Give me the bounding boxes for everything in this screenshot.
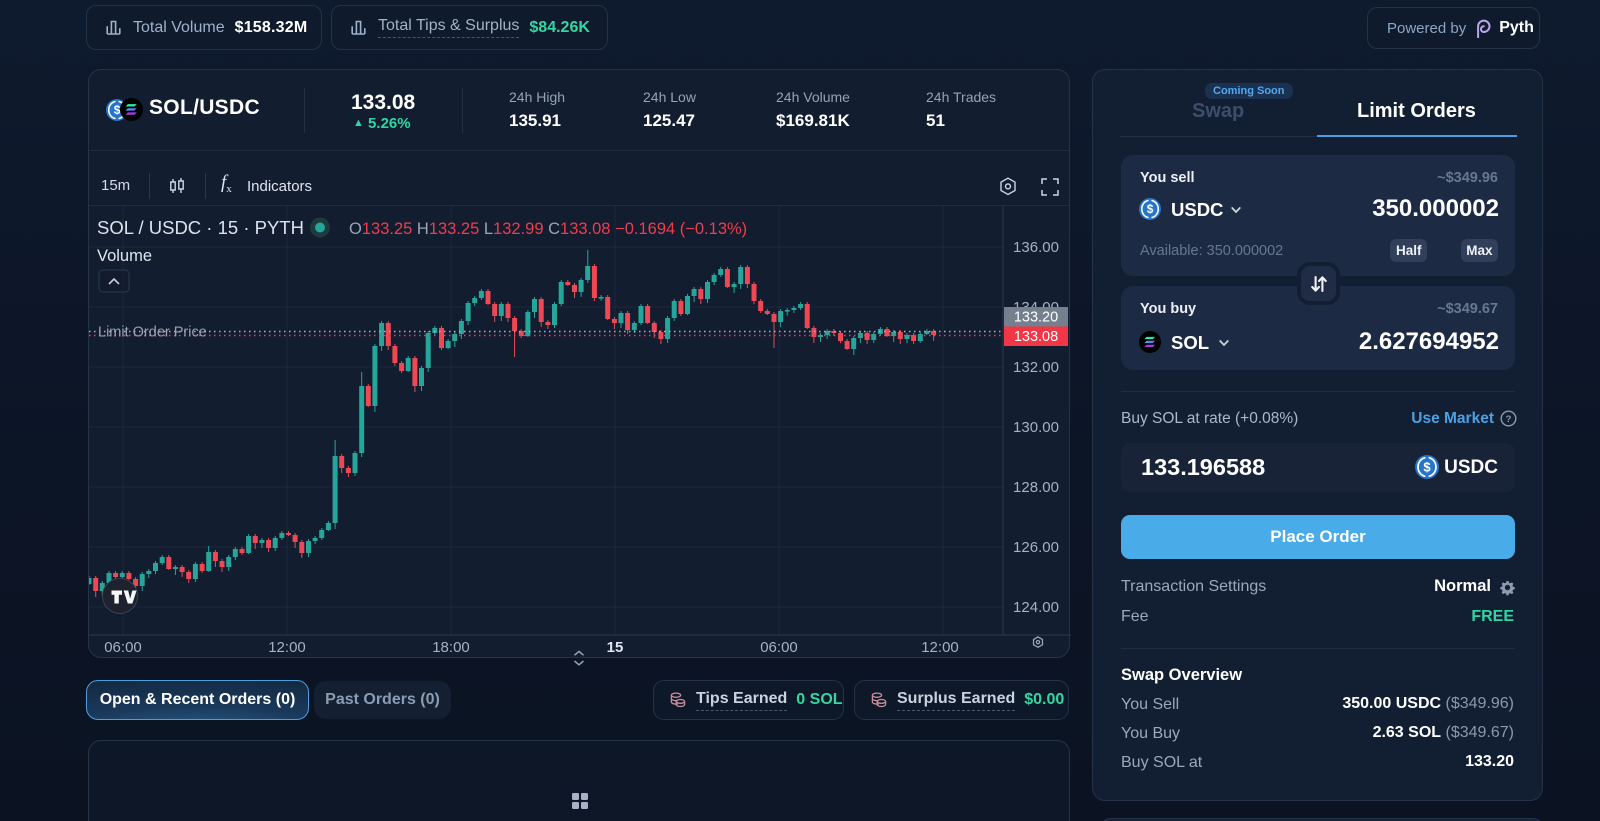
svg-text:Volume: Volume — [97, 247, 152, 265]
svg-text:136.00: 136.00 — [1013, 239, 1059, 256]
svg-text:06:00: 06:00 — [104, 639, 142, 656]
svg-text:Limit Order Price: Limit Order Price — [98, 325, 207, 341]
svg-text:126.00: 126.00 — [1013, 539, 1059, 556]
svg-text:18:00: 18:00 — [432, 639, 470, 656]
svg-text:$: $ — [1423, 460, 1431, 475]
svg-text:SOL / USDC · 15 · PYTH: SOL / USDC · 15 · PYTH — [97, 217, 304, 238]
svg-text:O133.25 H133.25 L132.99 C133.0: O133.25 H133.25 L132.99 C133.08 −0.1694 … — [349, 220, 747, 238]
svg-text:06:00: 06:00 — [760, 639, 798, 656]
svg-text:$: $ — [1147, 202, 1154, 216]
svg-text:$: $ — [114, 103, 121, 117]
svg-text:134.00: 134.00 — [1013, 299, 1059, 316]
svg-text:15: 15 — [607, 639, 624, 656]
svg-text:12:00: 12:00 — [268, 639, 306, 656]
svg-text:124.00: 124.00 — [1013, 599, 1059, 616]
svg-text:130.00: 130.00 — [1013, 419, 1059, 436]
svg-text:128.00: 128.00 — [1013, 479, 1059, 496]
svg-text:133.08: 133.08 — [1014, 329, 1058, 345]
svg-text:133.20: 133.20 — [1014, 310, 1058, 326]
svg-text:132.00: 132.00 — [1013, 359, 1059, 376]
svg-text:?: ? — [1506, 414, 1512, 425]
svg-text:12:00: 12:00 — [921, 639, 959, 656]
